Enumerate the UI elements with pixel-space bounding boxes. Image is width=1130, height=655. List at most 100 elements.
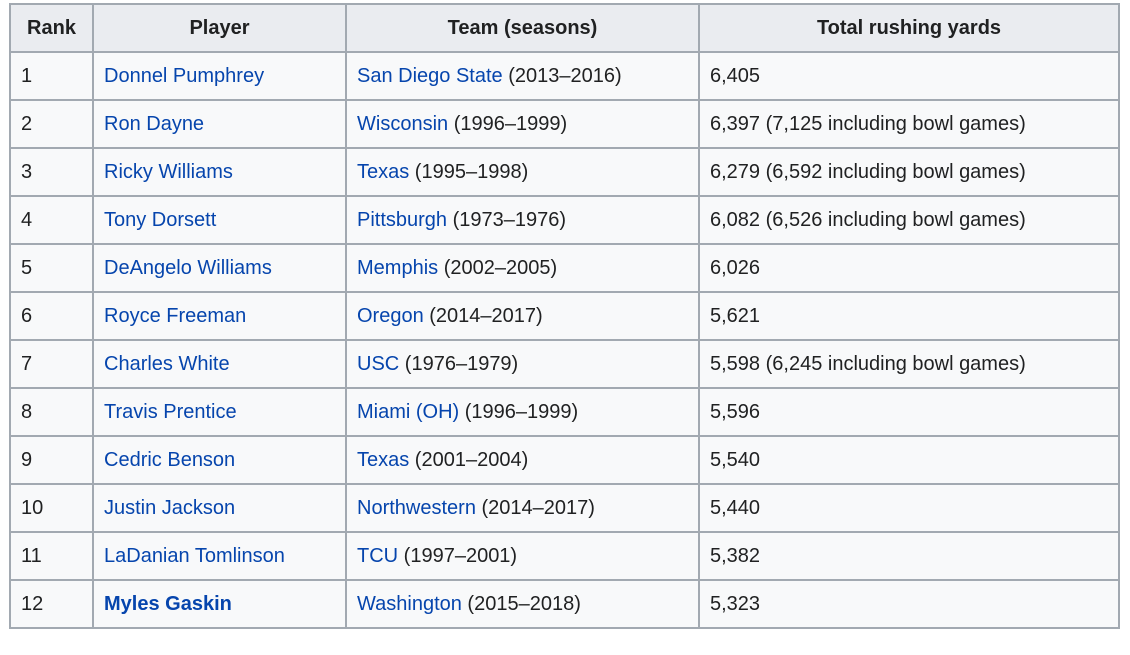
seasons-text: (1996–1999) [448,113,568,135]
rank-cell: 2 [9,99,94,149]
rank-cell: 1 [9,51,94,101]
player-link[interactable]: Tony Dorsett [104,209,217,231]
yards-cell: 6,026 [698,243,1120,293]
rank-cell: 10 [9,483,94,533]
player-link[interactable]: LaDanian Tomlinson [104,545,285,567]
player-link[interactable]: Royce Freeman [104,305,247,327]
rank-cell: 8 [9,387,94,437]
team-cell: Texas (1995–1998) [345,147,700,197]
header-total-rushing-yards: Total rushing yards [698,3,1120,53]
rank-cell: 11 [9,531,94,581]
player-link[interactable]: Ricky Williams [104,161,233,183]
player-link[interactable]: Ron Dayne [104,113,205,135]
team-link[interactable]: Texas [357,449,410,471]
player-cell: Myles Gaskin [92,579,347,629]
team-cell: USC (1976–1979) [345,339,700,389]
yards-cell: 5,323 [698,579,1120,629]
player-cell: Donnel Pumphrey [92,51,347,101]
rank-cell: 9 [9,435,94,485]
team-cell: Northwestern (2014–2017) [345,483,700,533]
team-link[interactable]: Northwestern [357,497,476,519]
team-cell: San Diego State (2013–2016) [345,51,700,101]
player-link[interactable]: Myles Gaskin [104,593,232,615]
team-cell: Texas (2001–2004) [345,435,700,485]
table-row: 12 Myles Gaskin Washington (2015–2018) 5,32… [9,579,1120,629]
table-row: 11 LaDanian Tomlinson TCU (1997–2001) 5,382 [9,531,1120,581]
rank-cell: 12 [9,579,94,629]
team-link[interactable]: USC [357,353,400,375]
team-link[interactable]: Memphis [357,257,439,279]
rank-cell: 5 [9,243,94,293]
yards-cell: 5,382 [698,531,1120,581]
seasons-text: (1973–1976) [447,209,567,231]
yards-cell: 6,279 (6,592 including bowl games) [698,147,1120,197]
player-cell: Justin Jackson [92,483,347,533]
team-cell: Washington (2015–2018) [345,579,700,629]
player-link[interactable]: Donnel Pumphrey [104,65,265,87]
team-cell: Oregon (2014–2017) [345,291,700,341]
team-link[interactable]: Miami (OH) [357,401,460,423]
table-row: 6 Royce Freeman Oregon (2014–2017) 5,621 [9,291,1120,341]
player-cell: Charles White [92,339,347,389]
table-header-row: Rank Player Team (seasons) Total rushing… [9,3,1120,53]
player-link[interactable]: Justin Jackson [104,497,236,519]
table-row: 10 Justin Jackson Northwestern (2014–2017)… [9,483,1120,533]
team-link[interactable]: TCU [357,545,399,567]
player-link[interactable]: Charles White [104,353,230,375]
table-row: 8 Travis Prentice Miami (OH) (1996–1999) 5,… [9,387,1120,437]
player-cell: DeAngelo Williams [92,243,347,293]
seasons-text: (1976–1979) [399,353,519,375]
player-link[interactable]: Cedric Benson [104,449,236,471]
player-cell: Tony Dorsett [92,195,347,245]
player-cell: Cedric Benson [92,435,347,485]
player-cell: LaDanian Tomlinson [92,531,347,581]
seasons-text: (2014–2017) [475,497,595,519]
team-link[interactable]: Wisconsin [357,113,449,135]
yards-cell: 5,596 [698,387,1120,437]
yards-cell: 6,405 [698,51,1120,101]
header-player: Player [92,3,347,53]
yards-cell: 5,540 [698,435,1120,485]
yards-cell: 5,440 [698,483,1120,533]
player-cell: Travis Prentice [92,387,347,437]
team-link[interactable]: Oregon [357,305,424,327]
player-cell: Royce Freeman [92,291,347,341]
rank-cell: 7 [9,339,94,389]
player-link[interactable]: DeAngelo Williams [104,257,272,279]
yards-cell: 6,397 (7,125 including bowl games) [698,99,1120,149]
team-link[interactable]: Washington [357,593,462,615]
rushing-yards-table: Rank Player Team (seasons) Total rushing… [9,3,1120,629]
yards-cell: 5,621 [698,291,1120,341]
yards-cell: 6,082 (6,526 including bowl games) [698,195,1120,245]
seasons-text: (2002–2005) [438,257,558,279]
seasons-text: (2001–2004) [409,449,529,471]
team-link[interactable]: Pittsburgh [357,209,448,231]
yards-cell: 5,598 (6,245 including bowl games) [698,339,1120,389]
table-body: 1 Donnel Pumphrey San Diego State (2013–20… [9,51,1120,629]
seasons-text: (2014–2017) [423,305,543,327]
table-row: 3 Ricky Williams Texas (1995–1998) 6,279 (6… [9,147,1120,197]
player-cell: Ricky Williams [92,147,347,197]
team-link[interactable]: Texas [357,161,410,183]
team-link[interactable]: San Diego State [357,65,503,87]
seasons-text: (2015–2018) [461,593,581,615]
header-team-seasons: Team (seasons) [345,3,700,53]
rank-cell: 4 [9,195,94,245]
team-cell: Wisconsin (1996–1999) [345,99,700,149]
team-cell: TCU (1997–2001) [345,531,700,581]
player-cell: Ron Dayne [92,99,347,149]
seasons-text: (1997–2001) [398,545,518,567]
team-cell: Pittsburgh (1973–1976) [345,195,700,245]
table-row: 2 Ron Dayne Wisconsin (1996–1999) 6,397 (7,… [9,99,1120,149]
seasons-text: (1996–1999) [459,401,579,423]
table-row: 4 Tony Dorsett Pittsburgh (1973–1976) 6,082… [9,195,1120,245]
team-cell: Memphis (2002–2005) [345,243,700,293]
header-rank: Rank [9,3,94,53]
seasons-text: (1995–1998) [409,161,529,183]
table-row: 1 Donnel Pumphrey San Diego State (2013–20… [9,51,1120,101]
table-row: 7 Charles White USC (1976–1979) 5,598 (6,24… [9,339,1120,389]
player-link[interactable]: Travis Prentice [104,401,237,423]
table-row: 9 Cedric Benson Texas (2001–2004) 5,540 [9,435,1120,485]
seasons-text: (2013–2016) [502,65,622,87]
